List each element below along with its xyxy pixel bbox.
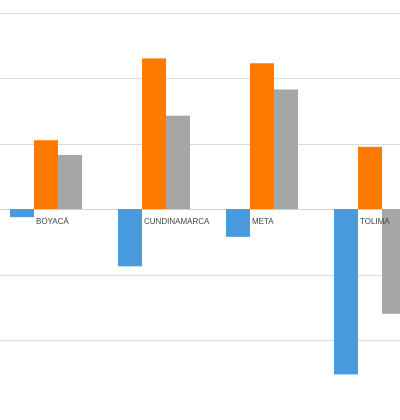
bar-series-1-meta: [226, 209, 250, 237]
bar-series-2-boyacá: [34, 140, 58, 209]
bar-series-1-tolima: [334, 209, 358, 375]
bar-series-2-tolima: [358, 146, 382, 209]
bar-series-3-tolima: [382, 209, 400, 314]
bar-series-1-cundinamarca: [118, 209, 142, 267]
category-labels-layer: BOYACÁ CUNDINAMARCA META TOLIMA: [36, 217, 390, 226]
category-label: CUNDINAMARCA: [144, 217, 210, 226]
bar-series-2-meta: [250, 63, 274, 210]
bar-series-3-meta: [274, 89, 298, 209]
grid-layer: [0, 13, 400, 341]
bar-series-1-boyacá: [10, 209, 34, 218]
category-label: TOLIMA: [360, 217, 390, 226]
bars-layer: [10, 58, 400, 375]
bar-series-2-cundinamarca: [142, 58, 166, 209]
bar-series-3-boyacá: [58, 154, 82, 209]
bar-series-3-cundinamarca: [166, 115, 190, 209]
category-label: META: [252, 217, 274, 226]
category-label: BOYACÁ: [36, 217, 69, 226]
